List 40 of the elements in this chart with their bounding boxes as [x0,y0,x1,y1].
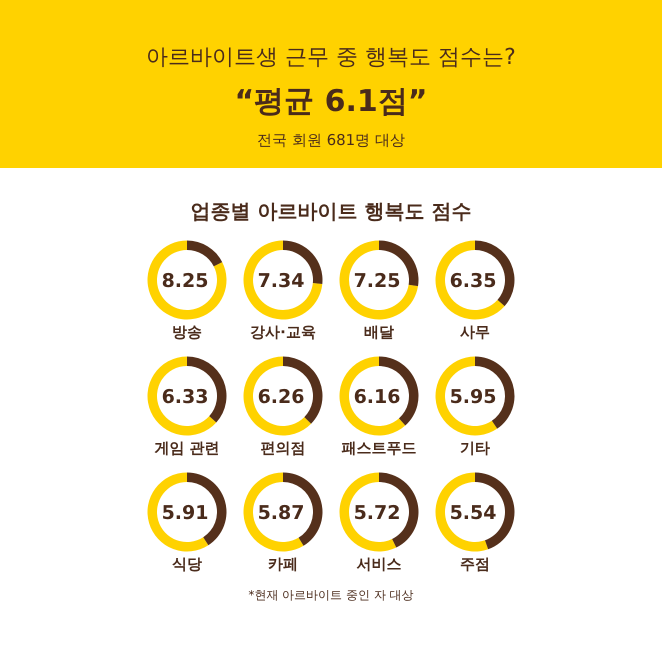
data-label: 5.91 [162,502,208,524]
text: 업종별 아르바이트 행복도 점수 [190,199,472,223]
text: 식당 [172,555,202,573]
text: *현재 아르바이트 중인 자 대상 [248,588,414,602]
text: 서비스 [356,555,402,573]
donut-slice [244,240,322,320]
donut-slice [340,356,406,436]
text: 강사·교육 [250,323,316,341]
text: 편의점 [260,439,306,457]
donut-slice [436,240,505,320]
data-label: 5.87 [258,502,304,524]
donut-slice [340,240,418,320]
donut-slice [148,240,226,320]
data-label: 5.95 [450,386,496,408]
donut-slice [148,356,216,436]
text: 카페 [268,555,298,573]
data-label: 5.54 [450,502,496,524]
text: 게임 관련 [154,439,220,457]
donut-slice [436,356,498,436]
text: 사무 [460,323,490,341]
text: 전국 회원 681명 대상 [257,131,405,149]
data-label: 6.33 [162,386,208,408]
text: 방송 [172,323,202,341]
data-label: 8.25 [162,270,208,292]
data-label: 5.72 [354,502,400,524]
donut-slice [244,472,304,552]
text: 배달 [364,323,394,341]
data-label: 6.16 [354,386,400,408]
text: 기타 [460,439,490,457]
data-label: 7.34 [258,270,304,292]
donut-slice [244,356,312,436]
text: 패스트푸드 [342,439,416,457]
data-label: 6.26 [258,386,304,408]
text: 아르바이트생 근무 중 행복도 점수는? [146,45,516,70]
data-label: 6.35 [450,270,496,292]
donut-slice [148,472,208,552]
donut-slice [187,240,222,266]
text: “평균 6.1점” [234,84,428,119]
data-label: 7.25 [354,270,400,292]
text: 주점 [460,555,490,573]
